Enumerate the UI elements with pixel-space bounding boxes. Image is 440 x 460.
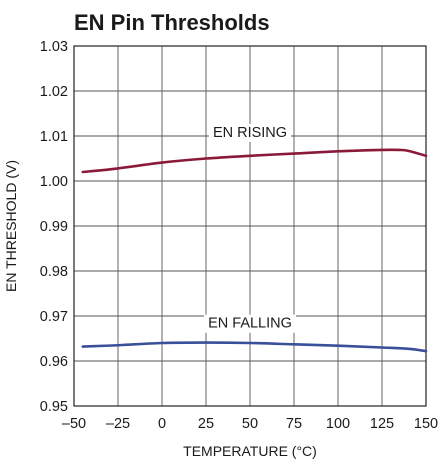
- x-tick-label: 75: [286, 416, 302, 432]
- series-lines: [81, 148, 428, 353]
- y-tick-label: 1.02: [40, 84, 68, 100]
- plot-frame: [73, 45, 427, 407]
- y-tick-label: 0.95: [40, 399, 68, 415]
- x-tick-label: 125: [370, 416, 394, 432]
- grid-lines: [74, 46, 426, 406]
- series-label-background-en-rising: [208, 123, 292, 142]
- x-tick-label: 50: [242, 416, 258, 432]
- series-label-en-falling: EN FALLING: [208, 316, 292, 332]
- y-tick-label: 0.97: [40, 309, 68, 325]
- x-tick-label: 150: [414, 416, 438, 432]
- y-tick-label: 1.00: [40, 174, 68, 190]
- y-axis-title: EN THRESHOLD (V): [3, 160, 19, 292]
- x-tick-label: –50: [62, 416, 86, 432]
- y-axis-tick-labels: 0.95 0.96 0.97 0.98 0.99 1.00 1.01 1.02 1.03: [40, 39, 68, 415]
- y-tick-label: 1.03: [40, 39, 68, 55]
- series-label-group-en-rising: EN RISING: [208, 123, 292, 142]
- x-tick-label: 0: [158, 416, 166, 432]
- series-line-en-falling: [81, 341, 428, 353]
- x-axis-title: TEMPERATURE (°C): [183, 443, 317, 459]
- y-tick-label: 0.96: [40, 354, 68, 370]
- series-label-background-en-falling: [204, 314, 296, 333]
- y-tick-label: 0.98: [40, 264, 68, 280]
- y-tick-label: 1.01: [40, 129, 68, 145]
- series-label-group-en-falling: EN FALLING: [204, 314, 296, 333]
- x-tick-label: 25: [198, 416, 214, 432]
- x-tick-label: 100: [326, 416, 350, 432]
- series-label-en-rising: EN RISING: [213, 125, 287, 141]
- chart-title: EN Pin Thresholds: [74, 10, 270, 35]
- x-tick-label: –25: [106, 416, 130, 432]
- x-axis-tick-labels: –50 –25 0 25 50 75 100 125 150: [62, 416, 438, 432]
- series-line-en-rising: [81, 148, 428, 174]
- y-tick-label: 0.99: [40, 219, 68, 235]
